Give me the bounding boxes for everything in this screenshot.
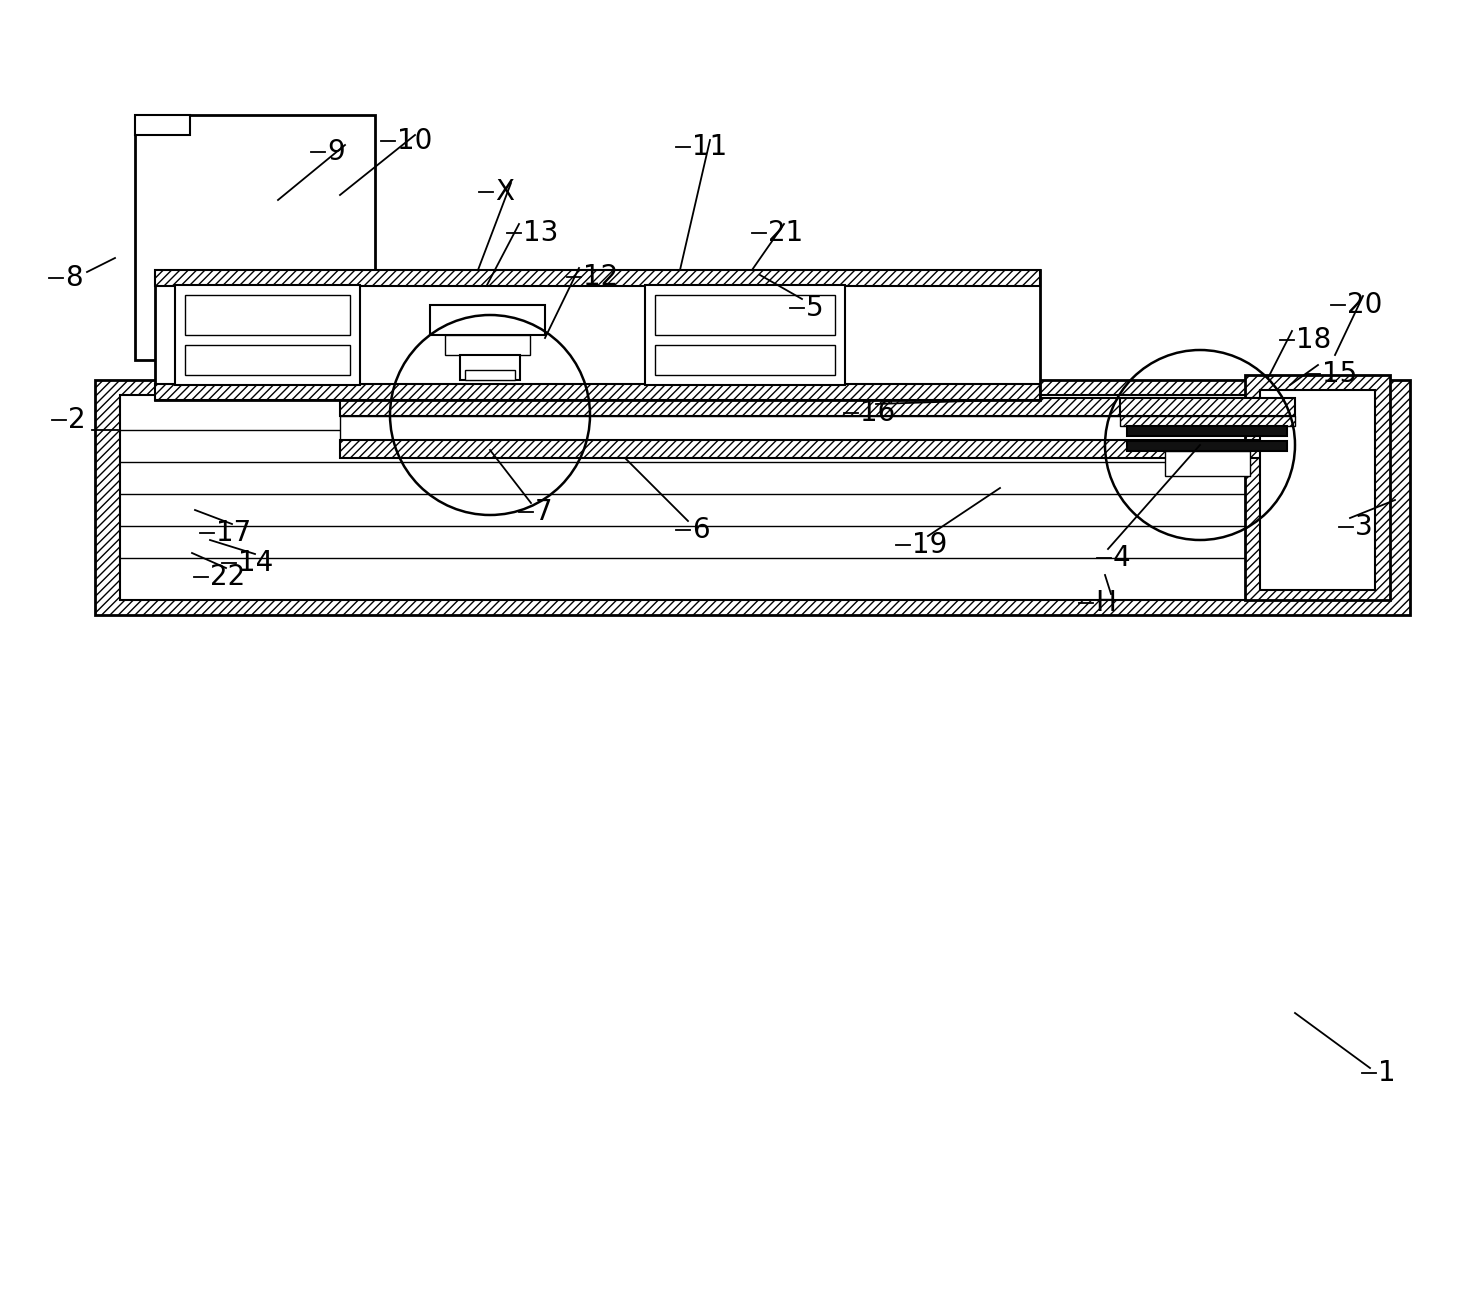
Bar (155, 270, 1039, 400)
Bar (466, 370, 515, 381)
Text: 12: 12 (583, 263, 618, 292)
Bar (1120, 415, 1296, 426)
Bar (654, 344, 834, 375)
Text: 18: 18 (1296, 326, 1331, 353)
Bar (1261, 390, 1375, 590)
Bar (340, 440, 1269, 458)
Text: 4: 4 (1113, 544, 1130, 571)
Text: 5: 5 (807, 294, 824, 322)
Bar (1165, 451, 1250, 476)
Text: 21: 21 (769, 219, 804, 246)
Bar (654, 295, 834, 335)
Bar (95, 381, 1410, 615)
Text: 15: 15 (1322, 360, 1357, 388)
Text: 17: 17 (217, 519, 252, 547)
Bar (184, 295, 350, 335)
Text: 19: 19 (912, 531, 947, 559)
Bar (135, 115, 375, 360)
Bar (135, 115, 190, 135)
Text: 14: 14 (239, 550, 274, 577)
Bar (445, 335, 530, 355)
Bar (1261, 390, 1375, 590)
Bar (340, 415, 1269, 440)
Bar (155, 384, 1039, 400)
Bar (430, 304, 545, 335)
Text: X: X (495, 178, 514, 206)
Text: 3: 3 (1356, 513, 1373, 541)
Bar (1244, 375, 1389, 600)
Bar (155, 270, 1039, 286)
Bar (120, 395, 1389, 600)
Bar (460, 355, 520, 381)
Text: 20: 20 (1347, 292, 1382, 319)
Text: 16: 16 (859, 399, 896, 427)
Text: 11: 11 (692, 133, 728, 161)
Text: 2: 2 (67, 406, 85, 433)
Text: H: H (1095, 590, 1116, 617)
Bar (184, 344, 350, 375)
Bar (1120, 399, 1296, 415)
Text: 1: 1 (1378, 1059, 1395, 1087)
Text: 13: 13 (523, 219, 558, 246)
Bar (1127, 426, 1287, 436)
Text: 10: 10 (397, 126, 432, 155)
Bar (340, 399, 1269, 415)
Text: 9: 9 (326, 138, 344, 166)
Bar (176, 285, 360, 384)
Text: 8: 8 (64, 264, 82, 292)
Bar (1127, 441, 1287, 451)
Bar (646, 285, 845, 384)
Text: 22: 22 (209, 562, 246, 591)
Text: 7: 7 (534, 498, 552, 526)
Text: 6: 6 (692, 516, 710, 544)
Bar (120, 395, 1389, 600)
